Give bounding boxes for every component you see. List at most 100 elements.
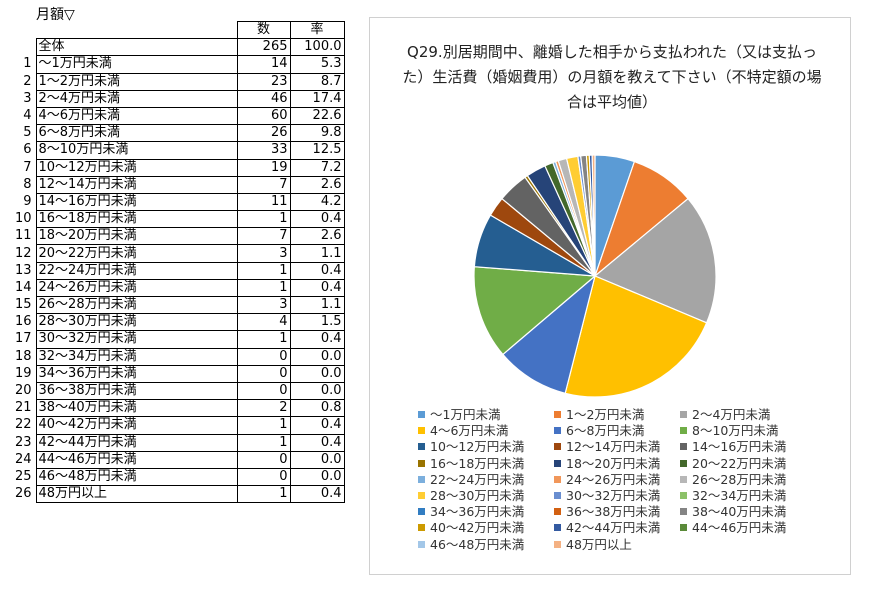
legend-swatch [680,411,687,418]
legend-swatch [680,492,687,499]
table-row: 11 18～20万円未満 7 2.6 [10,227,345,246]
pie-chart [473,154,717,398]
table-row: 9 14～16万円未満 11 4.2 [10,192,345,212]
row-rate: 8.7 [289,72,345,91]
row-rate: 0.8 [289,399,345,418]
pie-slice-26 [591,154,596,277]
legend-label: 48万円以上 [566,536,632,552]
legend-swatch [554,540,561,548]
row-count: 7 [236,175,291,194]
table-row: 22 40～42万円未満 1 0.4 [10,416,345,435]
pie-slice-6 [473,266,597,356]
legend-item: 48万円以上 [554,537,632,553]
row-count: 46 [236,89,291,108]
row-count: 0 [236,364,291,383]
legend-label: 44～46万円未満 [692,520,787,536]
row-count: 60 [236,106,291,126]
row-number: 24 [14,451,32,467]
row-rate: 0.4 [289,261,345,280]
row-count: 1 [236,261,291,280]
row-label: 10～12万円未満 [35,158,238,177]
row-count: 0 [236,381,291,401]
legend-swatch [418,492,425,499]
legend-label: 22～24万円未満 [430,471,525,487]
row-number: 6 [23,142,32,158]
legend-label: 18～20万円未満 [566,455,661,471]
legend-swatch [418,411,425,418]
row-rate: 0.4 [289,433,345,452]
row-label: 16～18万円未満 [35,210,238,229]
legend-label: 14～16万円未満 [692,439,787,455]
row-number-cell [10,22,36,39]
row-count: 3 [236,295,291,315]
row-rate: 1.5 [289,313,345,332]
table-header-row: 数率 [10,20,345,40]
row-rate: 0.4 [289,330,345,349]
legend-swatch [554,524,561,532]
row-number: 10 [14,211,32,227]
row-number: 13 [14,262,32,278]
legend-item: 6～8万円未満 [554,423,644,439]
legend-item: 32～34万円未満 [680,488,786,504]
legend-label: 12～14万円未満 [566,439,661,455]
row-label: 28～30万円未満 [35,313,238,332]
legend-item: 2～4万円未満 [680,407,770,423]
legend-swatch [554,492,561,499]
row-number: 7 [23,159,32,175]
row-rate: 2.6 [289,227,345,246]
legend-item: 24～26万円未満 [554,472,660,488]
table-row: 13 22～24万円未満 1 0.4 [10,261,345,280]
row-rate: 17.4 [289,89,345,108]
legend-swatch [680,508,687,516]
legend-swatch [680,427,687,435]
header-rate: 率 [289,20,345,40]
row-number: 1 [23,56,32,72]
row-count: 1 [236,278,291,298]
table-row: 21 38～40万円未満 2 0.8 [10,399,345,418]
row-count: 7 [236,227,291,246]
legend-swatch [418,508,425,516]
table-row: 12 20～22万円未満 3 1.1 [10,244,345,263]
row-number: 4 [23,108,32,124]
row-label: 44～46万円未満 [35,450,238,469]
row-label: 46～48万円未満 [35,467,238,487]
legend-label: 2～4万円未満 [692,407,771,422]
legend-item: 34～36万円未満 [418,504,524,520]
table-row: 17 30～32万円未満 1 0.4 [10,330,345,349]
row-label: 4～6万円未満 [35,106,238,126]
row-count: 0 [236,467,291,487]
table-row: 26 48万円以上 1 0.4 [10,485,345,504]
legend-item: 4～6万円未満 [418,423,508,439]
legend-item: 1～2万円未満 [554,407,644,423]
row-rate: 2.6 [289,175,345,194]
legend-label: 36～38万円未満 [566,504,661,520]
legend-swatch [554,411,561,418]
row-count: 3 [236,244,291,263]
row-count: 0 [236,347,291,366]
row-label: 24～26万円未満 [35,278,238,298]
legend-swatch [554,459,561,467]
row-count: 1 [236,485,291,504]
legend-swatch [680,475,687,483]
table-row: 5 6～8万円未満 26 9.8 [10,124,345,143]
row-number: 17 [14,331,32,347]
row-rate: 7.2 [289,158,345,177]
legend-label: 6～8万円未満 [566,423,645,439]
legend-label: 42～44万円未満 [566,520,661,536]
row-number: 11 [14,228,32,244]
row-label: 42～44万円未満 [35,433,238,452]
legend-label: 30～32万円未満 [566,488,661,503]
row-rate: 0.0 [289,364,345,383]
row-count: 4 [236,313,291,332]
row-count: 1 [236,330,291,349]
row-count: 19 [236,158,291,177]
row-label: 36～38万円未満 [35,381,238,401]
table-row: 10 16～18万円未満 1 0.4 [10,210,345,229]
table-row: 1 ～1万円未満 14 5.3 [10,55,345,74]
legend-label: 4～6万円未満 [430,423,509,439]
legend-item: 12～14万円未満 [554,439,660,455]
table-total-row: 全体 265 100.0 [10,38,345,57]
legend-label: 38～40万円未満 [692,504,787,520]
legend-swatch [554,508,561,516]
legend-item: 38～40万円未満 [680,504,786,520]
